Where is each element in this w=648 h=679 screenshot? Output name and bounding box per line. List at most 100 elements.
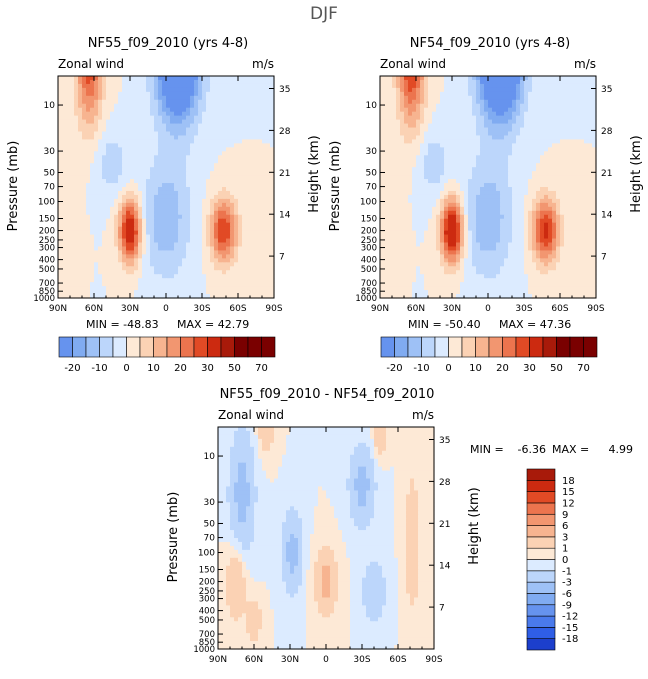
contour-cell <box>198 270 203 275</box>
contour-cell <box>444 92 449 97</box>
contour-cell <box>492 151 497 156</box>
contour-cell <box>242 175 247 180</box>
contour-cell <box>548 143 553 148</box>
contour-cell <box>150 223 155 228</box>
contour-cell <box>456 147 461 152</box>
contour-cell <box>536 76 541 81</box>
contour-cell <box>428 116 433 121</box>
contour-cell <box>572 104 577 109</box>
contour-cell <box>202 135 207 140</box>
contour-cell <box>464 171 469 176</box>
contour-cell <box>74 286 79 291</box>
contour-cell <box>154 96 159 101</box>
contour-cell <box>532 163 537 168</box>
contour-cell <box>564 100 569 105</box>
contour-cell <box>214 116 219 121</box>
contour-cell <box>58 143 63 148</box>
contour-cell <box>416 112 421 117</box>
contour-cell <box>106 274 111 279</box>
contour-cell <box>262 235 267 240</box>
contour-cell <box>146 151 151 156</box>
contour-cell <box>94 246 99 251</box>
contour-cell <box>186 163 191 168</box>
contour-cell <box>138 88 143 93</box>
contour-cell <box>70 151 75 156</box>
contour-cell <box>432 207 437 212</box>
contour-cell <box>114 112 119 117</box>
contour-cell <box>110 243 115 248</box>
contour-cell <box>516 195 521 200</box>
contour-cell <box>472 171 477 176</box>
contour-cell <box>134 100 139 105</box>
colorbar-box <box>59 337 73 357</box>
contour-cell <box>524 84 529 89</box>
contour-cell <box>436 179 441 184</box>
contour-cell <box>424 120 429 125</box>
contour-cell <box>548 88 553 93</box>
contour-cell <box>166 104 171 109</box>
contour-cell <box>452 183 457 188</box>
contour-cell <box>408 120 413 125</box>
contour-cell <box>468 80 473 85</box>
contour-cell <box>218 92 223 97</box>
contour-cell <box>500 88 505 93</box>
contour-cell <box>222 239 227 244</box>
contour-cell <box>134 88 139 93</box>
contour-cell <box>146 92 151 97</box>
contour-cell <box>158 116 163 121</box>
contour-cell <box>226 191 231 196</box>
contour-cell <box>90 159 95 164</box>
contour-cell <box>246 104 251 109</box>
contour-cell <box>166 163 171 168</box>
contour-cell <box>500 135 505 140</box>
contour-cell <box>86 92 91 97</box>
contour-cell <box>134 128 139 133</box>
contour-cell <box>230 88 235 93</box>
contour-cell <box>186 171 191 176</box>
contour-cell <box>532 116 537 121</box>
contour-cell <box>130 84 135 89</box>
contour-cell <box>226 100 231 105</box>
contour-cell <box>126 215 131 220</box>
contour-cell <box>584 139 589 144</box>
contour-cell <box>134 135 139 140</box>
contour-cell <box>206 246 211 251</box>
contour-cell <box>492 84 497 89</box>
contour-cell <box>62 163 67 168</box>
contour-cell <box>194 147 199 152</box>
colorbar-box <box>235 337 249 357</box>
contour-cell <box>214 211 219 216</box>
contour-cell <box>226 187 231 192</box>
contour-cell <box>456 76 461 81</box>
contour-cell <box>468 143 473 148</box>
contour-cell <box>468 183 473 188</box>
contour-cell <box>222 147 227 152</box>
contour-cell <box>218 231 223 236</box>
contour-cell <box>66 143 71 148</box>
contour-cell <box>154 266 159 271</box>
contour-cell <box>460 147 465 152</box>
contour-cell <box>130 139 135 144</box>
contour-cell <box>544 147 549 152</box>
contour-cell <box>118 143 123 148</box>
contour-cell <box>512 179 517 184</box>
contour-cell <box>512 203 517 208</box>
contour-cell <box>198 254 203 259</box>
contour-cell <box>178 258 183 263</box>
contour-cell <box>536 167 541 172</box>
contour-cell <box>388 191 393 196</box>
contour-cell <box>138 76 143 81</box>
contour-cell <box>130 227 135 232</box>
contour-cell <box>82 231 87 236</box>
contour-cell <box>254 135 259 140</box>
contour-cell <box>246 239 251 244</box>
contour-cell <box>62 175 67 180</box>
contour-cell <box>266 203 271 208</box>
contour-cell <box>86 219 91 224</box>
contour-cell <box>122 187 127 192</box>
contour-cell <box>210 258 215 263</box>
contour-cell <box>384 128 389 133</box>
contour-cell <box>174 116 179 121</box>
contour-cell <box>420 108 425 113</box>
